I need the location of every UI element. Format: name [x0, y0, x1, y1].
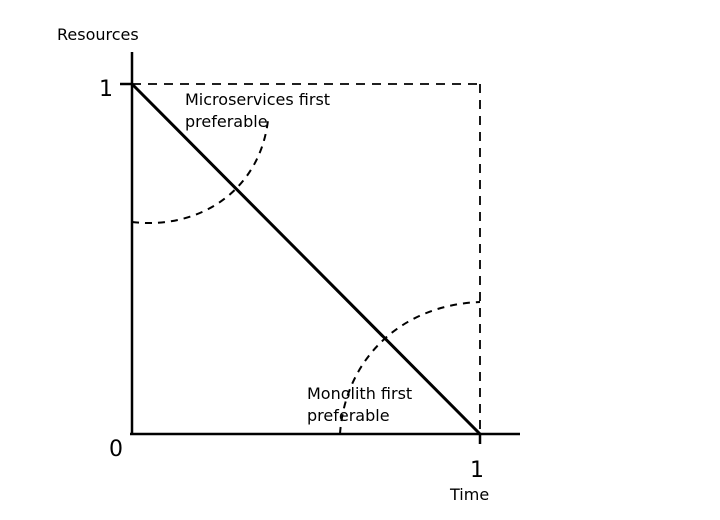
microservices-label-line2: preferable: [185, 112, 268, 131]
monolith-label-line2: preferable: [307, 406, 390, 425]
x-axis-label: Time: [449, 485, 489, 504]
y-axis-label: Resources: [57, 25, 139, 44]
microservices-label-line1: Microservices first: [185, 90, 330, 109]
origin-label: 0: [109, 437, 123, 462]
tradeoff-line: [130, 82, 482, 436]
monolith-region-arc: [339, 301, 481, 435]
microservices-region-arc: [131, 119, 269, 224]
x-tick-max-label: 1: [470, 458, 484, 483]
monolith-label-line1: Monolith first: [307, 384, 412, 403]
y-tick-max-label: 1: [99, 77, 113, 102]
